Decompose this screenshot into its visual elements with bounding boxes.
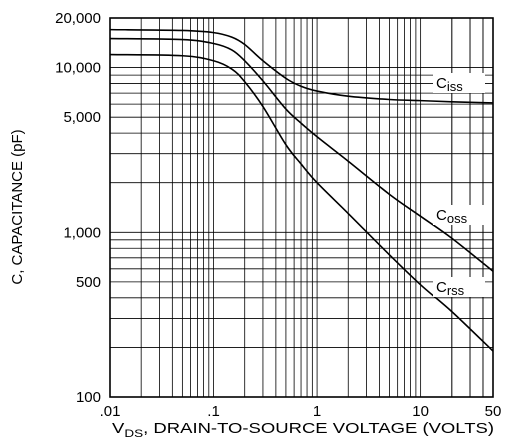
series-label-background — [433, 73, 485, 93]
series-line-ciss — [109, 28, 494, 104]
x-tick-label: 50 — [485, 403, 502, 420]
grid — [110, 18, 493, 397]
series-label-background — [433, 277, 485, 297]
x-tick-label: 10 — [412, 403, 429, 420]
y-tick-label: 500 — [76, 274, 101, 291]
y-tick-label: 100 — [76, 389, 101, 406]
y-tick-label: 5,000 — [63, 109, 101, 126]
y-tick-label: 20,000 — [55, 10, 101, 27]
series-label-ciss: Ciss — [436, 75, 463, 94]
x-tick-label: 1 — [313, 403, 321, 420]
series-label-coss: Coss — [436, 207, 468, 226]
series-labels: Ciss Coss Crss — [433, 73, 485, 298]
y-tick-labels: 20,000 10,000 5,000 1,000 500 100 — [55, 10, 101, 406]
x-tick-label: .1 — [207, 403, 220, 420]
x-axis-label: V DS, DRAIN-TO-SOURCE VOLTAGE (VOLTS) — [112, 420, 494, 439]
x-axis-label-prefix: V — [112, 420, 124, 437]
series-lines — [109, 28, 494, 352]
x-axis-label-rest: , DRAIN-TO-SOURCE VOLTAGE (VOLTS) — [143, 420, 494, 437]
x-tick-label: .01 — [100, 403, 121, 420]
series-line-crss — [109, 53, 494, 352]
series-label-background — [433, 205, 485, 225]
series-line-coss — [109, 37, 494, 272]
y-axis-label: C, CAPACITANCE (pF) — [9, 129, 26, 284]
y-tick-label: 10,000 — [55, 60, 101, 77]
series-label-crss: Crss — [436, 279, 465, 298]
x-tick-labels: .01 .1 1 10 50 — [100, 403, 502, 420]
plot-frame — [109, 17, 494, 398]
x-axis-label-subscript: DS — [124, 428, 143, 439]
y-tick-label: 1,000 — [63, 224, 101, 241]
